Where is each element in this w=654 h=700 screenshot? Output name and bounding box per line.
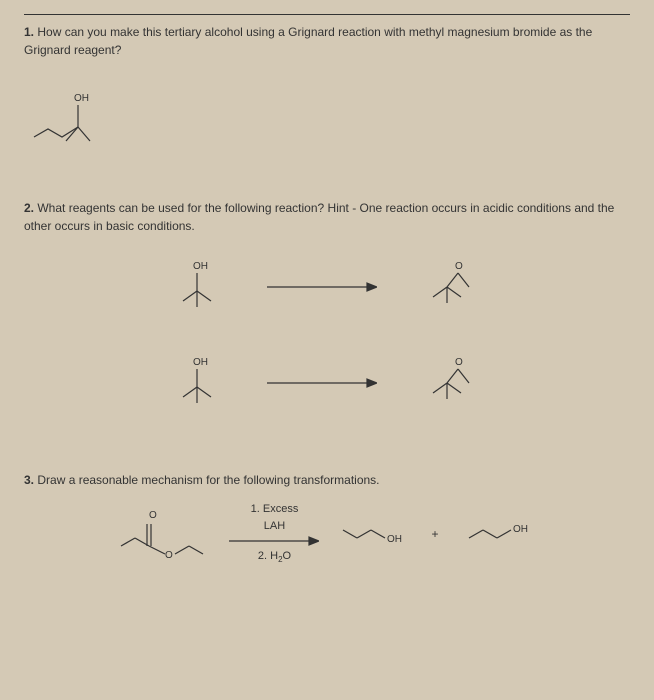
q2b-epoxide: O (417, 353, 487, 413)
o-label: O (455, 357, 463, 368)
bond-right (197, 291, 211, 301)
oh-label: OH (193, 261, 208, 272)
p2-2 (483, 530, 497, 538)
ester-o: O (165, 550, 173, 561)
question-1-text: 1. How can you make this tertiary alcoho… (24, 14, 630, 59)
question-3-text: 3. Draw a reasonable mechanism for the f… (24, 471, 630, 489)
question-2-text: 2. What reagents can be used for the fol… (24, 199, 630, 235)
o-label: O (455, 261, 463, 272)
cond2-formula: H2O (270, 550, 291, 562)
bond-right (447, 383, 461, 393)
q3-product-alcohol-2: OH (463, 514, 543, 554)
bond-right (447, 287, 461, 297)
cond-2: 2. H2O (258, 548, 291, 566)
bond-left (183, 291, 197, 301)
q1-body: How can you make this tertiary alcohol u… (24, 25, 592, 57)
plus-sign: + (425, 527, 444, 541)
c-o-1 (447, 369, 458, 383)
q2-body: What reagents can be used for the follow… (24, 201, 614, 233)
arrow-b (267, 373, 377, 393)
q2-number: 2. (24, 201, 34, 215)
cond1-text: ExcessLAH (263, 503, 298, 532)
q2-reaction-b: OH O (167, 353, 487, 413)
p2-oh: OH (513, 524, 528, 535)
arrow-q3 (229, 534, 319, 548)
c-o-single (149, 546, 165, 554)
p1-3 (371, 530, 385, 538)
q2-reaction-a: OH O (167, 257, 487, 317)
arrow-a (267, 277, 377, 297)
q2a-epoxide: O (417, 257, 487, 317)
q1-molecule: OH (24, 89, 630, 149)
q2-schemes: OH O OH (24, 239, 630, 431)
oh-label: OH (74, 93, 89, 104)
chain1 (121, 538, 135, 546)
cond2-num: 2. (258, 550, 267, 562)
p1-2 (357, 530, 371, 538)
bond-left (433, 287, 447, 297)
p1-1 (343, 530, 357, 538)
q3-body: Draw a reasonable mechanism for the foll… (37, 473, 379, 487)
or1 (175, 546, 189, 554)
carbonyl-o: O (149, 510, 157, 521)
c-o-1 (447, 273, 458, 287)
oh-label: OH (193, 357, 208, 368)
cond1-num: 1. (251, 503, 260, 515)
bond-left (433, 383, 447, 393)
cond-1: 1. ExcessLAH (251, 501, 299, 534)
q3-scheme: O O 1. ExcessLAH 2. H2O (24, 501, 630, 566)
c-me2-bond (78, 127, 90, 141)
bond-right (197, 387, 211, 397)
c-o-2 (458, 273, 469, 287)
q3-product-alcohol-1: OH (337, 514, 407, 554)
q3-ester: O O (111, 506, 211, 561)
page: 1. How can you make this tertiary alcoho… (0, 0, 654, 580)
q2a-alcohol: OH (167, 257, 227, 317)
p2-3 (497, 530, 511, 538)
bond-left (183, 387, 197, 397)
q3-arrow-block: 1. ExcessLAH 2. H2O (229, 501, 319, 566)
q1-number: 1. (24, 25, 34, 39)
c-o-2 (458, 369, 469, 383)
tertiary-alcohol-structure: OH (24, 89, 144, 149)
or2 (189, 546, 203, 554)
q3-number: 3. (24, 473, 34, 487)
p1-oh: OH (387, 534, 402, 545)
q2b-alcohol: OH (167, 353, 227, 413)
p2-1 (469, 530, 483, 538)
